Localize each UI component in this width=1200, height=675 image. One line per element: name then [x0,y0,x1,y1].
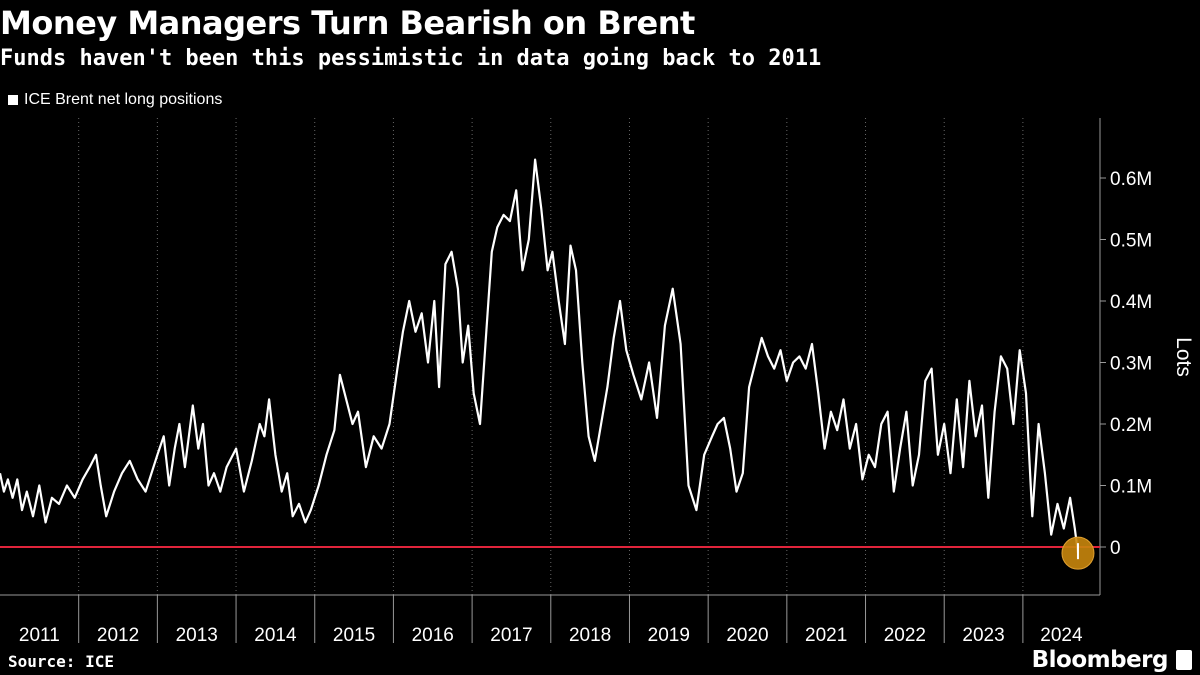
x-tick-label-2012: 2012 [97,625,139,646]
x-tick-label-2016: 2016 [412,625,454,646]
x-tick-label-2013: 2013 [176,625,218,646]
y-axis-label: Lots [1172,337,1195,377]
x-tick-label-2024: 2024 [1040,625,1083,646]
x-tick-label-2011: 2011 [19,625,60,646]
bloomberg-logo: Bloomberg [1031,647,1169,673]
y-tick-label-5: 0.5M [1110,231,1152,252]
label-layer: 2011 2012 2013 2014 2015 2016 2017 2018 2019 2020… [19,169,1195,646]
chart-title: Money Managers Turn Bearish on Brent [0,4,695,42]
legend: ICE Brent net long positions [8,91,222,109]
axis-layer [0,118,1106,643]
bloomberg-terminal-icon [1176,650,1192,670]
x-tick-label-2014: 2014 [254,625,297,646]
series-layer [0,158,1095,570]
y-tick-label-6: 0.6M [1110,169,1152,190]
y-tick-label-4: 0.4M [1110,292,1152,313]
x-tick-label-2019: 2019 [648,625,690,646]
y-tick-label-3: 0.3M [1110,354,1152,375]
x-tick-label-2018: 2018 [569,625,611,646]
legend-label: ICE Brent net long positions [24,91,223,108]
x-tick-label-2020: 2020 [726,625,768,646]
y-tick-label-1: 0.1M [1110,477,1152,498]
x-tick-label-2017: 2017 [490,625,532,646]
x-tick-label-2021: 2021 [805,625,847,646]
y-tick-label-2: 0.2M [1110,415,1152,436]
y-tick-label-0: 0 [1110,538,1121,559]
chart-subtitle: Funds haven't been this pessimistic in d… [0,46,822,71]
grid-layer [78,118,1024,595]
source-note: Source: ICE [8,652,114,671]
x-tick-label-2023: 2023 [962,625,1004,646]
x-tick-label-2015: 2015 [333,625,375,646]
series-line-brent-net-long [0,158,1080,554]
legend-swatch [8,95,18,105]
x-tick-label-2022: 2022 [884,625,926,646]
